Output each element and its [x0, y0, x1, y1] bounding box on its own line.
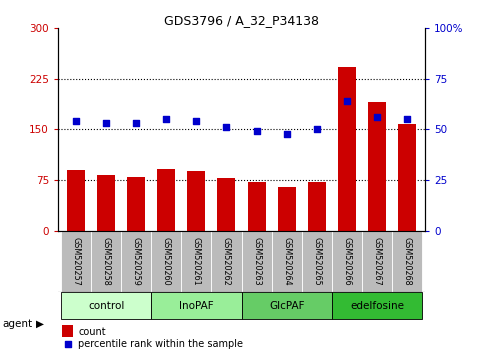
Point — [64, 341, 71, 347]
Text: agent: agent — [2, 319, 32, 329]
Bar — [308, 182, 326, 230]
Bar — [151, 292, 242, 319]
Text: GSM520259: GSM520259 — [132, 237, 141, 286]
Bar — [338, 67, 356, 230]
Bar — [151, 230, 181, 292]
Bar — [91, 230, 121, 292]
Bar — [187, 171, 205, 230]
Bar — [181, 230, 212, 292]
Text: GSM520263: GSM520263 — [252, 237, 261, 286]
Bar — [121, 230, 151, 292]
Bar — [61, 292, 151, 319]
Point — [72, 119, 80, 124]
Text: GSM520260: GSM520260 — [162, 237, 171, 286]
Text: GSM520261: GSM520261 — [192, 237, 201, 286]
Bar — [242, 292, 332, 319]
Bar — [398, 124, 416, 230]
Point — [162, 116, 170, 122]
Bar — [332, 230, 362, 292]
Point — [313, 127, 321, 132]
Bar — [247, 182, 266, 230]
Title: GDS3796 / A_32_P34138: GDS3796 / A_32_P34138 — [164, 14, 319, 27]
Bar — [302, 230, 332, 292]
Point — [132, 121, 140, 126]
Text: GSM520257: GSM520257 — [71, 237, 81, 286]
Point — [193, 119, 200, 124]
Text: GSM520265: GSM520265 — [312, 237, 321, 286]
Bar — [271, 230, 302, 292]
Point — [253, 129, 260, 134]
Text: GSM520266: GSM520266 — [342, 237, 351, 286]
Bar — [217, 178, 236, 230]
Bar — [127, 177, 145, 230]
Point — [102, 121, 110, 126]
Bar — [362, 230, 392, 292]
Text: GSM520258: GSM520258 — [101, 237, 111, 286]
Point — [343, 98, 351, 104]
Bar — [157, 169, 175, 230]
Text: InoPAF: InoPAF — [179, 301, 213, 311]
Bar — [368, 103, 386, 230]
Text: count: count — [78, 327, 106, 337]
Bar — [212, 230, 242, 292]
Text: percentile rank within the sample: percentile rank within the sample — [78, 339, 243, 349]
Bar — [62, 325, 73, 337]
Bar — [392, 230, 422, 292]
Point — [373, 114, 381, 120]
Text: GlcPAF: GlcPAF — [269, 301, 304, 311]
Bar — [242, 230, 271, 292]
Point — [223, 125, 230, 130]
Text: GSM520264: GSM520264 — [282, 237, 291, 286]
Point — [283, 131, 290, 136]
Text: GSM520267: GSM520267 — [372, 237, 382, 286]
Bar — [61, 230, 91, 292]
Point — [403, 116, 411, 122]
Text: control: control — [88, 301, 124, 311]
Text: GSM520262: GSM520262 — [222, 237, 231, 286]
Bar — [332, 292, 422, 319]
Bar — [67, 170, 85, 230]
Bar — [97, 175, 115, 230]
Text: GSM520268: GSM520268 — [402, 237, 412, 286]
Text: edelfosine: edelfosine — [350, 301, 404, 311]
Text: ▶: ▶ — [36, 319, 44, 329]
Bar — [278, 187, 296, 230]
